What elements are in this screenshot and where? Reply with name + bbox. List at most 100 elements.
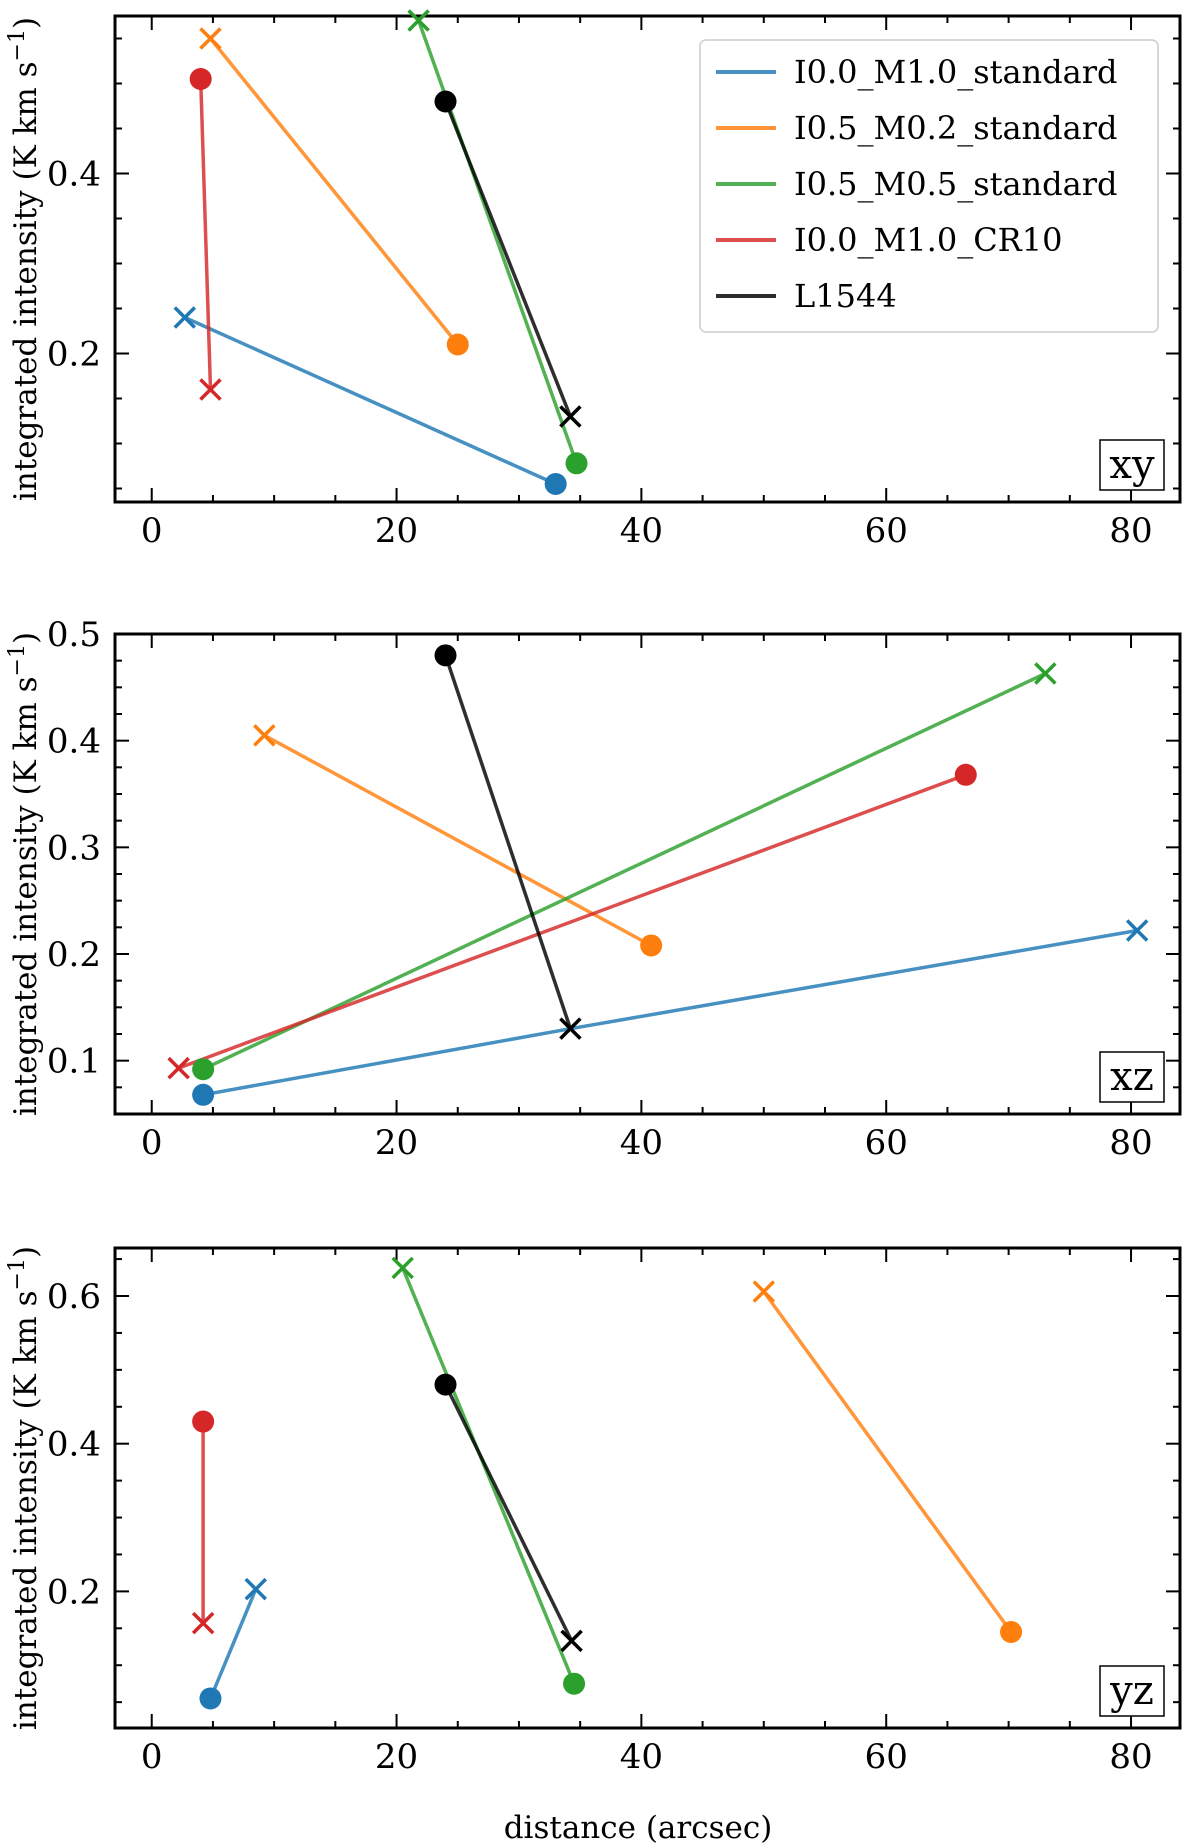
cross-marker [559, 1017, 582, 1040]
cross-marker [173, 306, 197, 329]
cross-marker [253, 724, 276, 747]
cross-marker [167, 1056, 190, 1080]
point-marker [1000, 1621, 1023, 1643]
y-tick-label: 0.4 [47, 722, 101, 762]
series-line [762, 1290, 1013, 1634]
panel-label-box [1099, 1665, 1165, 1717]
x-tick-label: 60 [865, 1737, 908, 1777]
series-lines [184, 19, 579, 486]
cross-marker [560, 1629, 583, 1653]
series-line [178, 773, 967, 1070]
series-line [184, 315, 557, 486]
plot-frame [113, 632, 1182, 1116]
panel-label-text: xz [1110, 1054, 1154, 1100]
legend-item: I0.5_M0.2_standard [716, 109, 1118, 147]
panel-label-text: yz [1109, 1668, 1154, 1714]
point-marker [640, 934, 663, 957]
y-tick-label: 0.5 [47, 615, 101, 655]
legend-label: I0.5_M0.2_standard [794, 109, 1118, 147]
x-tick-label: 40 [620, 1123, 663, 1163]
legend-item: I0.0_M1.0_CR10 [716, 221, 1062, 259]
panel-label-box [1099, 439, 1165, 491]
y-tick-label: 0.1 [47, 1042, 101, 1082]
panel-label-box [1099, 1051, 1165, 1103]
x-tick-label: 80 [1109, 1123, 1152, 1163]
point-marker [434, 90, 457, 113]
series-line [202, 928, 1138, 1097]
plot-frame [113, 14, 1182, 504]
legend: I0.0_M1.0_standard I0.5_M0.2_standard I0.5… [699, 39, 1159, 333]
x-tick-label: 60 [865, 511, 908, 551]
series-line [263, 733, 653, 948]
point-marker [192, 1058, 215, 1081]
cross-marker [191, 1611, 215, 1635]
x-tick-label: 80 [1109, 1737, 1152, 1777]
series-line [443, 1383, 574, 1642]
x-tick-label: 20 [375, 1737, 418, 1777]
legend-label: I0.0_M1.0_CR10 [794, 221, 1062, 259]
y-axis-title: integrated intensity (K km s−1) [5, 17, 44, 501]
point-marker [446, 333, 469, 356]
panel-label-text: xy [1109, 442, 1155, 488]
legend-item: I0.5_M0.5_standard [716, 165, 1118, 203]
y-axis-title: integrated intensity (K km s−1) [5, 1246, 44, 1730]
point-marker [199, 1687, 222, 1710]
point-marker [563, 1672, 586, 1695]
series-markers [167, 644, 1149, 1106]
series-line [416, 19, 579, 464]
cross-marker [199, 378, 222, 401]
legend-box [699, 39, 1159, 333]
x-tick-label: 0 [141, 1737, 163, 1777]
series-lines [178, 654, 1138, 1097]
cross-marker [559, 405, 582, 428]
point-marker [192, 1083, 215, 1106]
x-tick-label: 80 [1109, 511, 1152, 551]
y-axis-title: integrated intensity (K km s−1) [5, 632, 44, 1116]
point-marker [434, 644, 457, 667]
y-tick-label: 0.2 [47, 1572, 101, 1612]
panel-label: yz [1099, 1665, 1165, 1717]
series-markers [191, 1256, 1023, 1710]
series-line [198, 78, 213, 390]
series-line [401, 1267, 576, 1685]
series-lines [201, 1267, 1013, 1700]
point-marker [189, 68, 212, 90]
cross-marker [752, 1280, 776, 1303]
point-marker [192, 1410, 215, 1433]
point-marker [434, 1373, 457, 1396]
y-tick-label: 0.4 [47, 1425, 101, 1465]
cross-marker [199, 27, 222, 50]
cross-marker [407, 9, 430, 32]
panel-label: xz [1099, 1051, 1165, 1103]
cross-marker [1034, 662, 1057, 685]
x-tick-label: 20 [375, 511, 418, 551]
legend-label: L1544 [794, 277, 897, 315]
y-tick-label: 0.4 [47, 155, 101, 195]
point-marker [954, 763, 977, 786]
plot-frame [113, 1246, 1182, 1730]
series-line [443, 100, 573, 418]
legend-item: L1544 [716, 277, 897, 315]
y-tick-label: 0.2 [47, 935, 101, 975]
series-line [202, 671, 1047, 1071]
x-tick-label: 60 [865, 1123, 908, 1163]
series-line [208, 1588, 258, 1700]
x-tick-label: 0 [141, 1123, 163, 1163]
x-tick-label: 20 [375, 1123, 418, 1163]
legend-item: I0.0_M1.0_standard [716, 53, 1118, 91]
cross-marker [1125, 919, 1149, 942]
y-tick-label: 0.6 [47, 1277, 101, 1317]
cross-marker [244, 1577, 268, 1601]
y-tick-label: 0.3 [47, 828, 101, 868]
x-tick-label: 40 [620, 511, 663, 551]
panel-label: xy [1099, 439, 1165, 491]
x-tick-label: 0 [141, 511, 163, 551]
series-line [443, 654, 573, 1030]
y-tick-label: 0.2 [47, 335, 101, 375]
x-axis-title: distance (arcsec) [504, 1810, 773, 1846]
